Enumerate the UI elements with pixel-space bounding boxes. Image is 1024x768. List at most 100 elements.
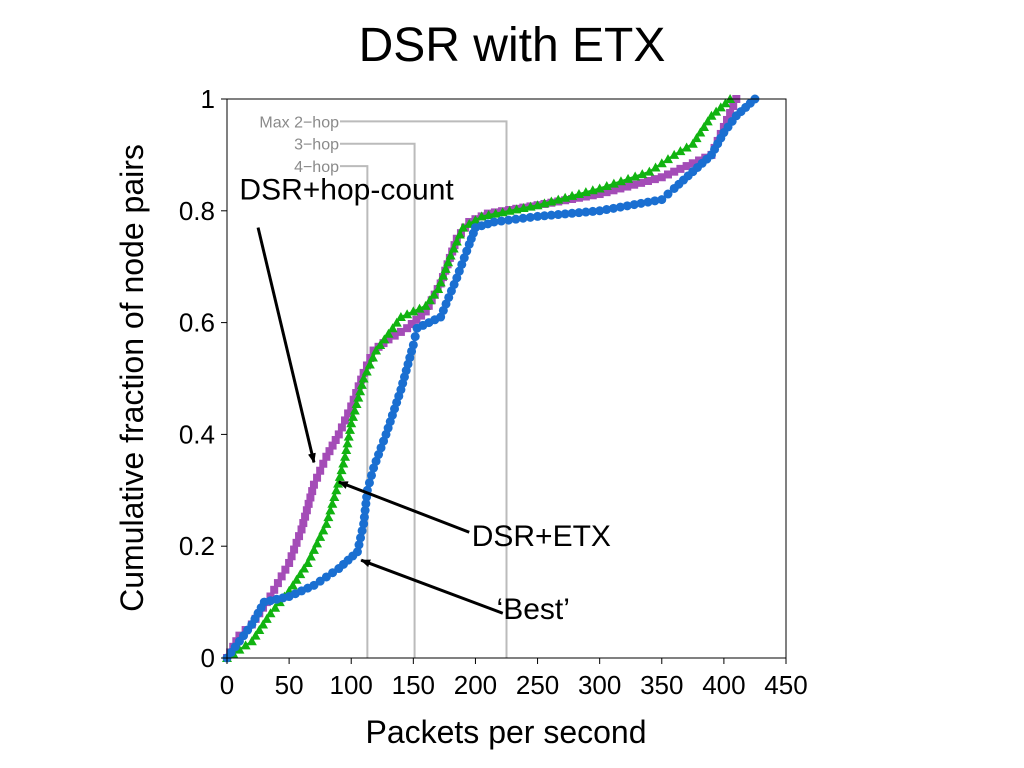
data-point	[630, 171, 641, 181]
y-tick-label: 0.8	[179, 196, 215, 226]
data-point	[595, 206, 605, 216]
data-point	[285, 558, 294, 567]
data-point	[636, 198, 646, 208]
annotation-arrow-etx	[337, 480, 470, 534]
annotations: DSR+hop-count DSR+ETX ‘Best’	[239, 174, 611, 626]
data-point	[292, 538, 301, 547]
reference-line	[340, 142, 416, 658]
data-point	[408, 306, 419, 316]
data-point	[254, 625, 265, 635]
data-point	[644, 166, 655, 176]
data-point	[458, 222, 469, 232]
data-point	[316, 466, 325, 475]
reference-line-label: 4−hop	[294, 159, 339, 176]
x-axis-label: Packets per second	[365, 714, 646, 750]
data-point	[588, 206, 598, 216]
data-point	[355, 386, 366, 396]
data-point	[546, 210, 556, 220]
slide-title: DSR with ETX	[358, 19, 666, 72]
data-point	[623, 173, 634, 183]
data-point	[341, 445, 352, 455]
data-point	[353, 392, 364, 402]
data-point	[412, 315, 421, 324]
data-point	[297, 525, 306, 534]
data-point	[308, 544, 319, 554]
data-point	[435, 277, 446, 287]
data-point	[344, 409, 353, 418]
data-point	[351, 399, 362, 409]
data-point	[322, 452, 331, 461]
annotation-label-hop: DSR+hop-count	[239, 174, 454, 207]
data-point	[334, 430, 343, 439]
data-point	[258, 619, 269, 629]
data-point	[657, 173, 666, 182]
data-point	[356, 533, 366, 543]
data-point	[287, 580, 298, 590]
data-point	[650, 162, 661, 172]
data-point	[656, 158, 667, 168]
data-point	[349, 405, 360, 415]
series-group	[222, 94, 760, 663]
data-point	[729, 101, 738, 110]
data-point	[410, 332, 420, 342]
data-point	[574, 208, 584, 218]
data-point	[454, 229, 465, 239]
data-point	[650, 196, 660, 206]
data-point	[261, 613, 272, 623]
data-point	[429, 289, 440, 299]
data-point	[662, 154, 673, 164]
y-tick-label: 1	[201, 84, 215, 114]
data-point	[340, 451, 351, 461]
data-point	[318, 525, 329, 535]
data-point	[325, 505, 336, 515]
data-point	[354, 540, 364, 550]
data-point	[675, 146, 686, 156]
data-point	[539, 211, 549, 221]
data-point	[349, 395, 358, 404]
data-point	[364, 478, 374, 488]
data-point	[609, 186, 618, 195]
data-point	[615, 202, 625, 212]
data-point	[687, 138, 698, 148]
data-point	[344, 424, 355, 434]
data-point	[250, 630, 261, 640]
data-point	[496, 216, 506, 226]
data-point	[290, 545, 299, 554]
data-point	[321, 518, 332, 528]
data-point	[407, 319, 416, 328]
annotation-label-best: ‘Best’	[497, 593, 570, 626]
y-axis-label: Cumulative fraction of node pairs	[114, 144, 150, 612]
y-tick-label: 0.4	[179, 419, 215, 449]
data-point	[581, 207, 591, 217]
data-point	[623, 182, 632, 191]
data-point	[395, 312, 406, 322]
data-point	[331, 435, 340, 444]
data-point	[533, 211, 543, 221]
data-point	[602, 205, 612, 215]
data-point	[581, 192, 590, 201]
data-point	[396, 327, 405, 336]
data-point	[390, 331, 399, 340]
reference-line-label: Max 2−hop	[259, 114, 339, 131]
data-point	[615, 176, 626, 186]
data-point	[691, 133, 702, 143]
data-point	[722, 115, 731, 124]
x-tick-label: 0	[220, 670, 234, 700]
data-point	[302, 506, 311, 515]
data-point	[273, 579, 282, 588]
data-point	[726, 108, 735, 117]
data-point	[448, 243, 459, 253]
y-tick-label: 0.6	[179, 308, 215, 338]
data-point	[246, 636, 257, 646]
data-point	[371, 345, 382, 355]
data-point	[595, 190, 604, 199]
data-point	[443, 257, 454, 267]
data-point	[445, 250, 456, 260]
data-point	[440, 263, 451, 273]
data-point	[622, 201, 632, 211]
data-point	[387, 323, 398, 333]
series-best	[222, 94, 760, 663]
y-tick-label: 0	[201, 643, 215, 673]
data-point	[352, 389, 361, 398]
x-tick-label: 300	[578, 670, 621, 700]
